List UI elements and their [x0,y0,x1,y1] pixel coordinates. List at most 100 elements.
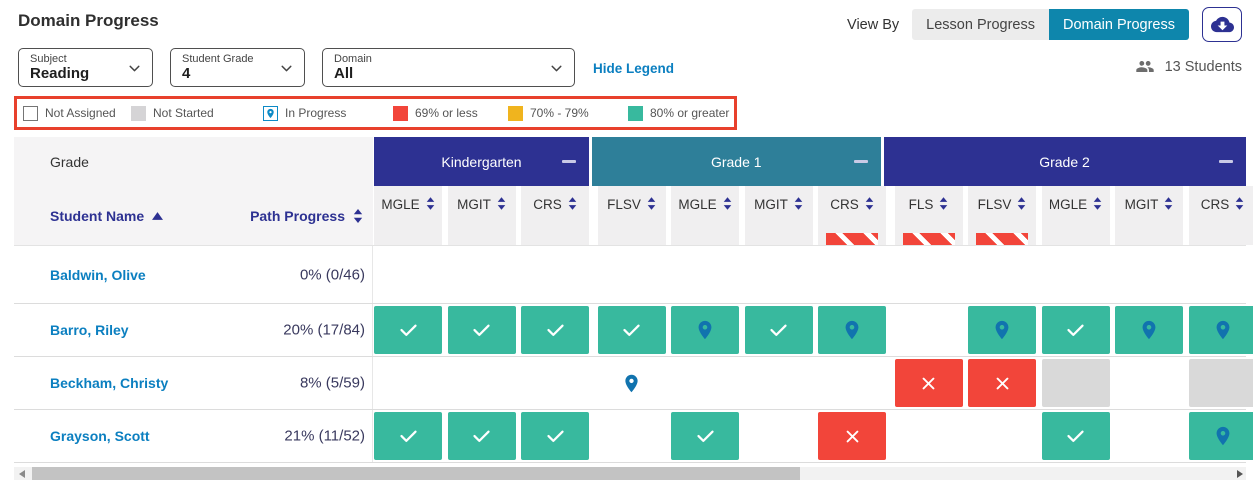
hide-legend-link[interactable]: Hide Legend [593,61,675,76]
collapse-group-button[interactable] [853,160,868,163]
status-cell-check[interactable] [1041,306,1110,354]
location-pin-icon [1216,426,1229,446]
status-cell-blank [1115,359,1183,407]
status-cell-pin-cell[interactable] [1188,412,1253,460]
status-cells [374,251,1253,299]
column-header-mgle-4[interactable]: MGLE [671,186,739,245]
download-button[interactable] [1202,7,1242,42]
column-header-flsv-8[interactable]: FLSV [968,186,1036,245]
column-header-crs-6[interactable]: CRS [818,186,886,245]
student-name-link[interactable]: Beckham, Christy [50,375,169,391]
status-cell-check[interactable] [1041,412,1110,460]
column-header-mgit-1[interactable]: MGIT [447,186,516,245]
sort-both-icon [1018,197,1026,210]
filter-domain[interactable]: Domain All [322,48,575,87]
filter-label: Domain [334,53,372,65]
column-header-mgit-5[interactable]: MGIT [744,186,813,245]
status-cell-check[interactable] [521,306,589,354]
scroll-right-arrow[interactable] [1237,470,1243,478]
student-name-link[interactable]: Barro, Riley [50,322,129,338]
location-pin-icon [698,320,712,340]
status-cell-blank [1115,251,1183,299]
check-icon [696,430,714,442]
column-label: MGIT [457,197,491,212]
column-header-flsv-3[interactable]: FLSV [597,186,666,245]
column-header-mgle-9[interactable]: MGLE [1041,186,1110,245]
column-header-mgle-0[interactable]: MGLE [374,186,442,245]
status-cell-check[interactable] [374,306,442,354]
status-cell-pin[interactable] [598,359,666,407]
column-header-crs-11[interactable]: CRS [1188,186,1253,245]
path-progress-value: 8% (5/59) [299,374,365,392]
location-pin-icon [845,320,859,340]
frozen-column-divider [372,304,373,356]
view-toggle-domain-progress[interactable]: Domain Progress [1048,9,1189,40]
chevron-down-icon [551,65,562,72]
student-name-link[interactable]: Grayson, Scott [50,428,150,444]
check-icon [473,430,490,442]
status-cell-blank [895,412,963,460]
legend-label: In Progress [285,106,347,120]
filter-value: All [334,65,354,82]
status-cell-pin-cell[interactable] [818,306,886,354]
status-cell-gray[interactable] [1188,359,1253,407]
status-cell-check[interactable] [521,412,589,460]
status-cell-check[interactable] [744,306,813,354]
filter-label: Subject [30,53,67,65]
students-count: 13 Students [1133,57,1242,76]
page-title: Domain Progress [18,11,159,30]
column-label: MGLE [381,197,420,212]
student-name-link[interactable]: Baldwin, Olive [50,266,146,283]
legend-item-fail: 69% or less [393,105,508,121]
status-cell-fail[interactable] [818,412,886,460]
sort-both-icon [1165,197,1173,210]
check-icon [1067,324,1084,336]
column-label: MGIT [1124,197,1159,212]
group-label: Grade 1 [710,153,762,170]
frozen-column-divider [372,357,373,409]
scroll-left-arrow[interactable] [19,470,25,478]
column-header-fls-7[interactable]: FLS [894,186,963,245]
student-name-sort-header[interactable]: Student Name [50,208,164,224]
status-cell-check[interactable] [374,412,442,460]
status-cell-pin-cell[interactable] [1115,306,1183,354]
table-row: Grayson, Scott 21% (11/52) [14,410,1253,463]
status-cells [374,306,1253,354]
view-toggle-lesson-progress[interactable]: Lesson Progress [912,9,1049,40]
status-cell-pin-cell[interactable] [968,306,1036,354]
grade-groups: Kindergarten Grade 1 Grade 2 [374,137,1246,186]
legend-swatch-in-progress [263,105,278,121]
sort-both-icon [647,197,656,210]
status-cell-check[interactable] [447,306,516,354]
status-cell-blank [671,359,739,407]
table-row: Beckham, Christy 8% (5/59) [14,357,1253,410]
status-cell-blank [521,251,589,299]
column-header-crs-2[interactable]: CRS [521,186,589,245]
status-cell-pin-cell[interactable] [1188,306,1253,354]
sort-both-icon [865,197,874,210]
status-cell-check[interactable] [597,306,666,354]
status-cell-check[interactable] [447,412,516,460]
status-cell-pin-cell[interactable] [671,306,739,354]
sort-ascending-icon [152,211,164,220]
check-icon [399,324,417,336]
filter-student-grade[interactable]: Student Grade 4 [170,48,305,87]
horizontal-scrollbar[interactable] [14,467,1246,480]
status-cell-check[interactable] [671,412,739,460]
column-header-mgit-10[interactable]: MGIT [1115,186,1183,245]
check-icon [1067,430,1084,442]
filter-subject[interactable]: Subject Reading [18,48,153,87]
path-progress-sort-header[interactable]: Path Progress [250,208,363,224]
location-pin-icon [625,374,638,392]
status-cell-fail[interactable] [968,359,1036,407]
status-cell-gray[interactable] [1041,359,1110,407]
legend-item-pass: 80% or greater [628,105,729,121]
status-cell-blank [1189,251,1253,299]
scrollbar-thumb[interactable] [32,467,800,480]
column-label: MGLE [678,197,717,212]
status-cell-fail[interactable] [894,359,963,407]
legend-item-not-assigned: Not Assigned [23,105,131,121]
collapse-group-button[interactable] [1218,160,1233,163]
sort-both-icon [723,197,731,210]
collapse-group-button[interactable] [562,160,576,163]
